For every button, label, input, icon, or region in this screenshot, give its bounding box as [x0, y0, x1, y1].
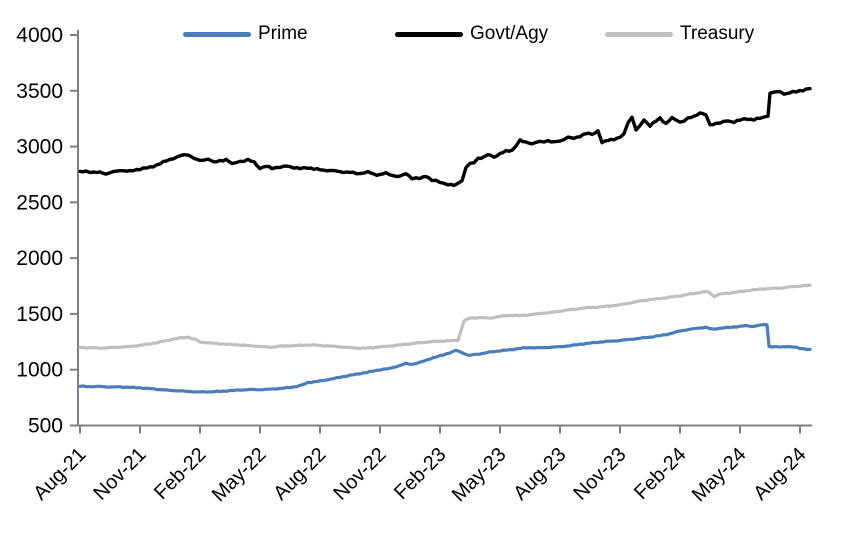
- series-line-treasury: [78, 283, 812, 351]
- x-tick-label: Feb-24: [630, 443, 690, 503]
- x-tick-label: Nov-23: [569, 443, 630, 504]
- y-tick-label: 3000: [16, 136, 63, 159]
- x-tick-label: May-24: [688, 443, 751, 506]
- x-tick-label: Nov-21: [89, 443, 150, 504]
- y-tick-label: 1500: [16, 303, 63, 326]
- x-tick-label: Aug-23: [509, 443, 570, 504]
- y-tick-label: 2500: [16, 191, 63, 214]
- x-tick-label: Nov-22: [329, 443, 390, 504]
- x-tick-label: Feb-22: [150, 443, 210, 503]
- y-tick-label: 3500: [16, 80, 63, 103]
- x-tick-label: May-23: [448, 443, 511, 506]
- x-tick-label: Feb-23: [390, 443, 450, 503]
- y-tick-label: 2000: [16, 247, 63, 270]
- series-line-govt-agy: [78, 86, 812, 188]
- series-line-prime: [78, 323, 812, 394]
- y-tick-label: 4000: [16, 24, 63, 47]
- x-tick-label: Aug-24: [749, 443, 810, 504]
- y-tick-label: 1000: [16, 359, 63, 382]
- x-tick-label: May-22: [208, 443, 271, 506]
- x-tick-label: Aug-21: [29, 443, 90, 504]
- x-tick-label: Aug-22: [269, 443, 330, 504]
- y-tick-label: 500: [28, 415, 63, 438]
